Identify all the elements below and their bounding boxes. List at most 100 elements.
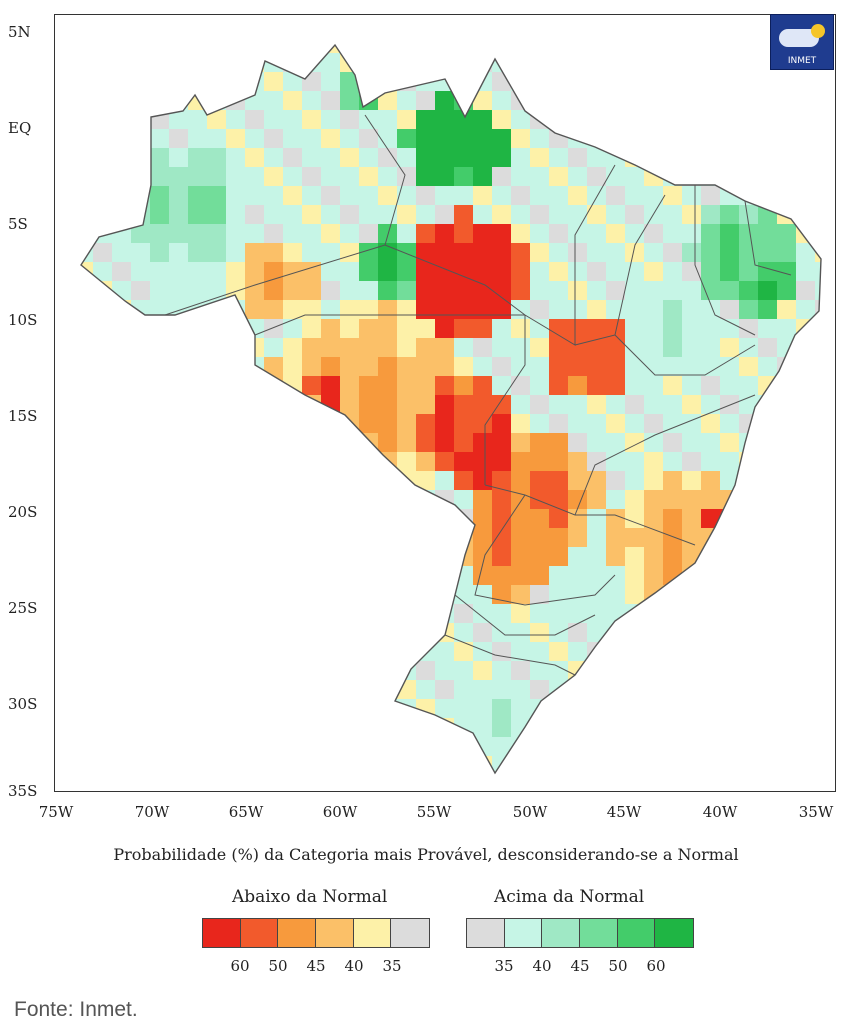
grid-cell bbox=[625, 642, 644, 661]
grid-cell bbox=[606, 509, 625, 528]
grid-cell bbox=[397, 319, 416, 338]
grid-cell bbox=[511, 243, 530, 262]
grid-cell bbox=[188, 623, 207, 642]
grid-cell bbox=[302, 433, 321, 452]
grid-cell bbox=[644, 490, 663, 509]
legend-tick: 60 bbox=[230, 957, 250, 975]
grid-cell bbox=[359, 604, 378, 623]
grid-cell bbox=[644, 262, 663, 281]
grid-cell bbox=[454, 205, 473, 224]
grid-cell bbox=[321, 357, 340, 376]
grid-cell bbox=[416, 129, 435, 148]
grid-cell bbox=[625, 737, 644, 756]
grid-cell bbox=[226, 737, 245, 756]
grid-cell bbox=[549, 604, 568, 623]
grid-cell bbox=[815, 490, 821, 509]
grid-cell bbox=[55, 186, 74, 205]
grid-cell bbox=[473, 243, 492, 262]
grid-cell bbox=[416, 452, 435, 471]
grid-cell bbox=[549, 433, 568, 452]
grid-cell bbox=[378, 45, 397, 53]
grid-cell bbox=[473, 528, 492, 547]
grid-cell bbox=[321, 205, 340, 224]
legend-tick: 40 bbox=[532, 957, 552, 975]
grid-cell bbox=[701, 471, 720, 490]
grid-cell bbox=[834, 490, 836, 509]
grid-cell bbox=[112, 186, 131, 205]
grid-cell bbox=[93, 775, 112, 792]
grid-cell bbox=[568, 395, 587, 414]
grid-cell bbox=[834, 205, 836, 224]
grid-cell bbox=[207, 433, 226, 452]
grid-cell bbox=[264, 528, 283, 547]
grid-cell bbox=[815, 775, 834, 792]
grid-cell bbox=[245, 45, 264, 53]
grid-cell bbox=[359, 433, 378, 452]
grid-cell bbox=[55, 566, 74, 585]
grid-cell bbox=[682, 680, 701, 699]
grid-cell bbox=[397, 281, 416, 300]
grid-cell bbox=[264, 509, 283, 528]
grid-cell bbox=[302, 224, 321, 243]
grid-cell bbox=[549, 509, 568, 528]
grid-cell bbox=[283, 661, 302, 680]
grid-cell bbox=[264, 45, 283, 53]
grid-cell bbox=[93, 376, 112, 395]
grid-cell bbox=[340, 775, 359, 792]
grid-cell bbox=[226, 281, 245, 300]
grid-cell bbox=[720, 775, 739, 792]
grid-cell bbox=[834, 395, 836, 414]
grid-cell bbox=[359, 300, 378, 319]
grid-cell bbox=[587, 699, 606, 718]
grid-cell bbox=[454, 718, 473, 737]
grid-cell bbox=[188, 718, 207, 737]
grid-cell bbox=[112, 376, 131, 395]
grid-cell bbox=[663, 623, 682, 642]
grid-cell bbox=[682, 395, 701, 414]
grid-cell bbox=[473, 433, 492, 452]
grid-cell bbox=[55, 72, 74, 91]
grid-cell bbox=[207, 205, 226, 224]
grid-cell bbox=[682, 72, 701, 91]
grid-cell bbox=[777, 547, 796, 566]
grid-cell bbox=[150, 319, 169, 338]
grid-cell bbox=[302, 357, 321, 376]
grid-cell bbox=[663, 680, 682, 699]
grid-cell bbox=[568, 319, 587, 338]
grid-cell bbox=[739, 718, 758, 737]
grid-cell bbox=[473, 680, 492, 699]
grid-cell bbox=[416, 661, 435, 680]
grid-cell bbox=[606, 642, 625, 661]
grid-cell bbox=[169, 547, 188, 566]
grid-cell bbox=[188, 528, 207, 547]
grid-cell bbox=[416, 148, 435, 167]
grid-cell bbox=[245, 756, 264, 773]
grid-cell bbox=[587, 205, 606, 224]
grid-cell bbox=[93, 167, 112, 186]
grid-cell bbox=[302, 604, 321, 623]
grid-cell bbox=[834, 129, 836, 148]
grid-cell bbox=[359, 680, 378, 699]
grid-cell bbox=[682, 623, 701, 642]
grid-cell bbox=[720, 338, 739, 357]
grid-cell bbox=[682, 338, 701, 357]
grid-cell bbox=[359, 490, 378, 509]
grid-cell bbox=[207, 129, 226, 148]
grid-cell bbox=[454, 281, 473, 300]
grid-cell bbox=[530, 547, 549, 566]
grid-cell bbox=[587, 319, 606, 338]
grid-cell bbox=[492, 110, 511, 129]
grid-cell bbox=[796, 680, 815, 699]
grid-cell bbox=[511, 91, 530, 110]
grid-cell bbox=[264, 186, 283, 205]
grid-cell bbox=[644, 680, 663, 699]
grid-cell bbox=[340, 281, 359, 300]
grid-cell bbox=[340, 642, 359, 661]
grid-cell bbox=[720, 642, 739, 661]
grid-cell bbox=[264, 224, 283, 243]
grid-cell bbox=[321, 680, 340, 699]
grid-cell bbox=[511, 642, 530, 661]
grid-cell bbox=[378, 300, 397, 319]
grid-cell bbox=[625, 490, 644, 509]
grid-cell bbox=[530, 148, 549, 167]
